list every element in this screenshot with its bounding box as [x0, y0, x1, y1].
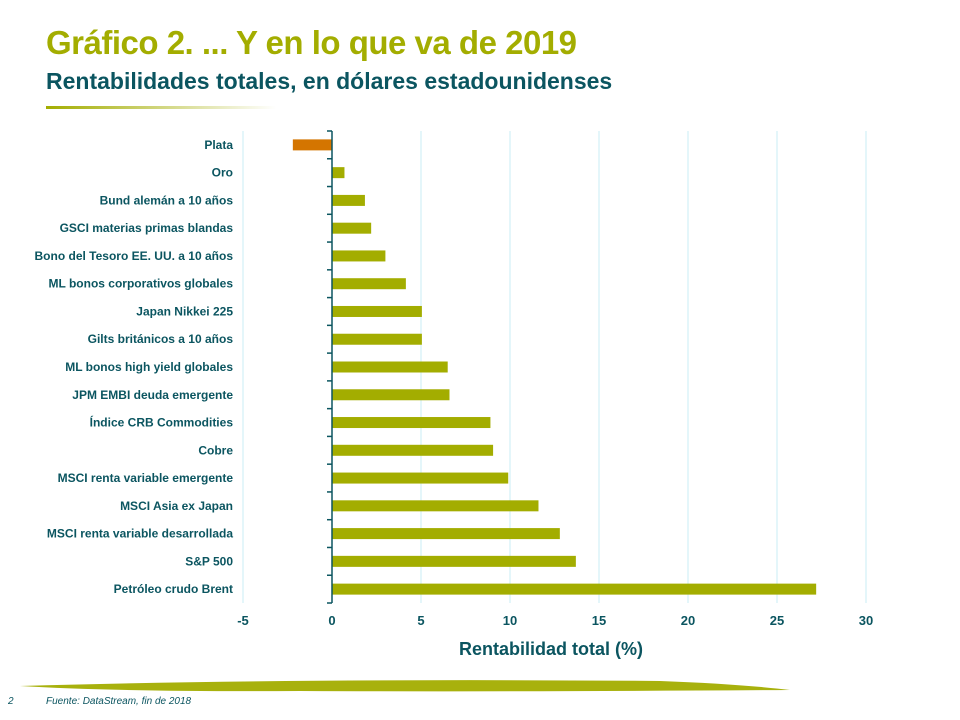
category-label: Plata [204, 138, 233, 152]
x-tick-label: 30 [859, 613, 873, 628]
bar [332, 500, 539, 512]
x-axis-title: Rentabilidad total (%) [459, 639, 643, 659]
category-label: ML bonos corporativos globales [49, 277, 234, 291]
x-tick-label: 20 [681, 613, 695, 628]
x-tick-label: 15 [592, 613, 606, 628]
category-label: Petróleo crudo Brent [114, 582, 233, 596]
category-label: Bono del Tesoro EE. UU. a 10 años [35, 249, 234, 263]
bar [332, 361, 448, 373]
brush-stroke-decoration [20, 680, 790, 692]
bar [292, 139, 332, 151]
title-underline [46, 106, 276, 109]
bar [332, 528, 560, 540]
category-label: JPM EMBI deuda emergente [72, 388, 233, 402]
x-tick-label: 0 [328, 613, 335, 628]
category-label: Oro [212, 166, 233, 180]
x-tick-label: 25 [770, 613, 784, 628]
category-label: MSCI renta variable emergente [58, 471, 234, 485]
source-note: Fuente: DataStream, fin de 2018 [46, 696, 192, 707]
bar [332, 167, 345, 179]
page-number: 2 [8, 696, 14, 707]
x-tick-label: 5 [417, 613, 424, 628]
x-tick-label: -5 [237, 613, 249, 628]
category-label: S&P 500 [185, 554, 233, 568]
category-label: ML bonos high yield globales [65, 360, 233, 374]
page-subtitle: Rentabilidades totales, en dólares estad… [46, 68, 613, 94]
bar [332, 305, 422, 317]
category-label: GSCI materias primas blandas [60, 221, 234, 235]
bar [332, 417, 491, 429]
bar [332, 472, 509, 484]
category-label: MSCI Asia ex Japan [120, 499, 233, 513]
bar [332, 389, 450, 401]
category-label: Japan Nikkei 225 [136, 304, 233, 318]
bar [332, 555, 576, 567]
category-label: Cobre [198, 443, 233, 457]
bar [332, 583, 817, 595]
bar [332, 278, 406, 290]
category-label: MSCI renta variable desarrollada [47, 527, 233, 541]
page-title: Gráfico 2. ... Y en lo que va de 2019 [46, 24, 577, 61]
category-label: Bund alemán a 10 años [100, 193, 234, 207]
bar [332, 250, 386, 262]
category-label: Gilts británicos a 10 años [88, 332, 234, 346]
bar [332, 194, 365, 206]
x-tick-label: 10 [503, 613, 517, 628]
category-label: Índice CRB Commodities [90, 415, 234, 430]
bar [332, 333, 422, 345]
bar [332, 222, 372, 234]
bar [332, 444, 494, 456]
